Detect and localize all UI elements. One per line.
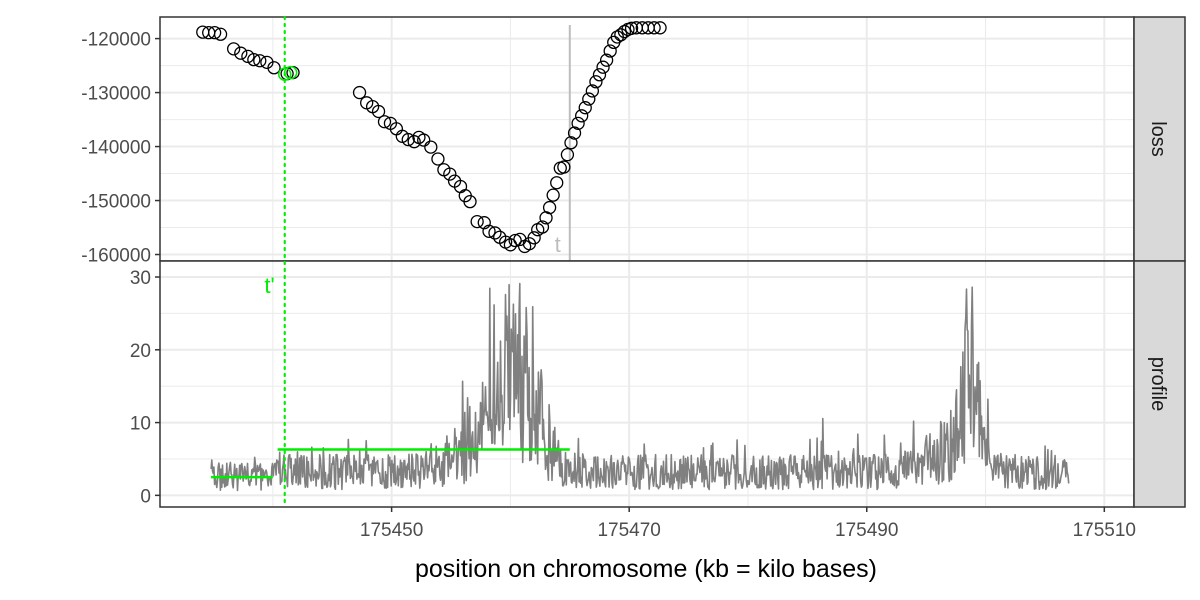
- loss-point: [488, 226, 502, 240]
- candidate-change-line: t': [264, 15, 286, 509]
- profile-y-tick-label: 20: [130, 341, 151, 362]
- loss-point: [207, 26, 222, 40]
- loss-point: [463, 194, 477, 209]
- loss-point: [592, 68, 607, 82]
- loss-point: [546, 188, 560, 202]
- loss-gridlines: [160, 17, 1134, 261]
- profile-signal: [210, 282, 1070, 492]
- loss-point: [253, 54, 267, 68]
- loss-y-tick-label: -140000: [81, 138, 151, 159]
- loss-point: [508, 233, 522, 248]
- loss-point: [234, 46, 248, 60]
- loss-point: [585, 84, 600, 98]
- loss-point: [470, 214, 484, 229]
- loss-point: [482, 224, 496, 238]
- x-tick-label: 175510: [1073, 520, 1136, 541]
- loss-true-change: t: [555, 25, 571, 261]
- loss-point: [401, 132, 415, 147]
- loss-point: [617, 24, 632, 39]
- profile-segments: [211, 448, 570, 479]
- true-change-label: t: [555, 232, 561, 257]
- loss-strip-label: loss: [1147, 121, 1169, 157]
- loss-point: [267, 61, 281, 75]
- loss-point: [578, 101, 592, 115]
- x-tick-label: 175470: [597, 520, 660, 541]
- loss-point: [352, 85, 367, 100]
- loss-point: [213, 27, 228, 41]
- x-tick-label: 175450: [360, 520, 423, 541]
- loss-point: [575, 109, 589, 123]
- x-tick-label: 175490: [835, 520, 898, 541]
- loss-point: [371, 104, 386, 119]
- loss-strip: [1133, 16, 1186, 262]
- loss-point: [582, 92, 596, 106]
- loss-point: [407, 135, 421, 149]
- loss-point: [226, 42, 241, 56]
- loss-point: [653, 21, 667, 35]
- profile-y-tick-label: 0: [140, 486, 151, 507]
- loss-point: [527, 231, 541, 245]
- profile-y-tick-label: 30: [130, 268, 151, 289]
- loss-point: [647, 21, 661, 35]
- loss-point: [599, 53, 614, 67]
- loss-point: [557, 160, 571, 174]
- profile-signal-line: [210, 282, 1070, 492]
- profile-panel: 0 10 20 30 profile: [130, 260, 1186, 508]
- x-axis-title: position on chromosome (kb = kilo bases): [415, 555, 877, 583]
- loss-point: [535, 220, 550, 234]
- loss-point: [424, 140, 438, 154]
- loss-panel: t -120000 -130000 -140000 -150000 -160000 lo…: [81, 16, 1186, 267]
- loss-y-tick-label: -160000: [81, 246, 151, 267]
- loss-y-tick-label: -130000: [81, 84, 151, 105]
- loss-point: [560, 148, 575, 162]
- loss-point: [596, 60, 610, 74]
- loss-point: [542, 200, 557, 215]
- profile-y-axis: 0 10 20 30: [130, 268, 160, 507]
- loss-point: [417, 133, 431, 147]
- loss-point: [377, 115, 392, 129]
- loss-point: [443, 167, 457, 181]
- loss-point: [564, 136, 578, 150]
- x-axis: 175450 175470 175490 175510: [360, 507, 1136, 541]
- loss-point: [603, 44, 617, 58]
- loss-panel-background: [160, 17, 1134, 261]
- loss-point: [567, 126, 582, 140]
- candidate-change-label: t': [264, 273, 274, 298]
- loss-point: [624, 21, 639, 35]
- loss-y-axis: -120000 -130000 -140000 -150000 -160000: [81, 30, 160, 267]
- loss-points: [196, 21, 667, 254]
- loss-point: [571, 116, 585, 130]
- profile-strip: [1133, 260, 1186, 508]
- loss-point: [247, 52, 261, 67]
- loss-point: [431, 152, 445, 166]
- profile-y-tick-label: 10: [130, 414, 151, 435]
- loss-point: [589, 75, 603, 89]
- profile-strip-label: profile: [1147, 357, 1169, 411]
- loss-y-tick-label: -120000: [81, 30, 151, 51]
- loss-y-tick-label: -150000: [81, 192, 151, 213]
- loss-point: [550, 176, 564, 190]
- profile-gridlines: [160, 261, 1134, 507]
